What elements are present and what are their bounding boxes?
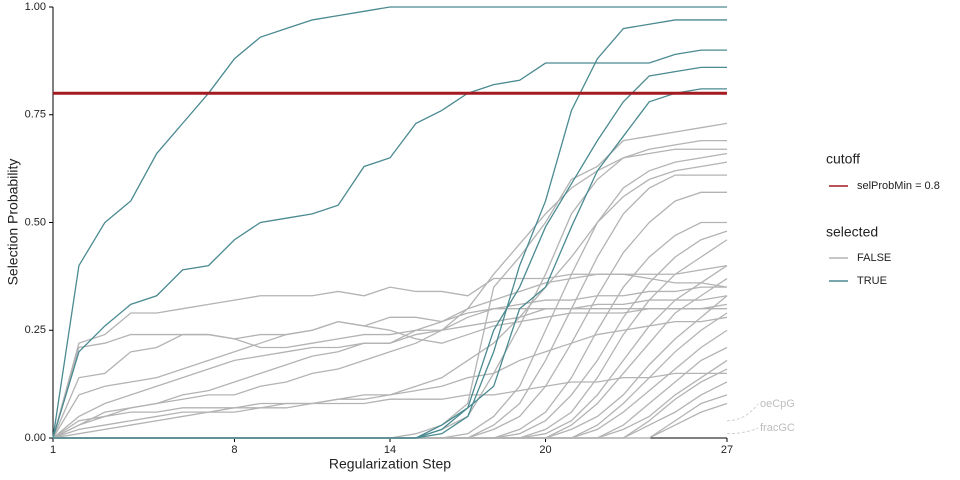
- selection-path: [53, 277, 728, 439]
- x-axis-title: Regularization Step: [329, 456, 451, 472]
- selection-path: [53, 88, 727, 439]
- selection-path: [52, 6, 727, 439]
- selection-path: [53, 19, 727, 439]
- selection-path: [52, 295, 728, 439]
- selection-path: [52, 264, 728, 439]
- legend-label: selProbMin = 0.8: [857, 180, 940, 192]
- y-tick-label: 0.50: [25, 216, 46, 228]
- legend-title: cutoff: [826, 151, 860, 167]
- selection-path: [52, 161, 728, 439]
- legend-label: TRUE: [857, 275, 887, 287]
- annotation-connector: [726, 403, 759, 422]
- selection-path: [52, 286, 727, 439]
- y-tick-label: 0.75: [25, 109, 46, 121]
- selection-path: [52, 308, 727, 439]
- legend-label: FALSE: [857, 252, 891, 264]
- annotation: fracGC: [760, 422, 795, 434]
- selection-path: [53, 122, 728, 439]
- selection-path: [52, 303, 728, 439]
- y-tick-label: 1.00: [25, 1, 46, 13]
- x-tick-label: 20: [539, 444, 551, 456]
- x-tick-label: 1: [50, 444, 56, 456]
- selection-path: [52, 372, 727, 439]
- selection-path: [53, 239, 728, 439]
- selection-path: [53, 66, 727, 439]
- x-tick-label: 27: [721, 444, 733, 456]
- y-tick-label: 0.00: [25, 432, 46, 444]
- selection-path: [53, 139, 727, 439]
- y-axis-title: Selection Probability: [5, 159, 21, 286]
- annotation: oeCpG: [760, 398, 795, 410]
- legend-title: selected: [826, 224, 878, 240]
- selection-path: [52, 148, 727, 439]
- y-tick-label: 0.25: [25, 324, 46, 336]
- selection-path: [52, 49, 727, 439]
- x-tick-label: 8: [231, 444, 237, 456]
- x-tick-label: 14: [384, 444, 396, 456]
- annotation-connector: [726, 427, 759, 435]
